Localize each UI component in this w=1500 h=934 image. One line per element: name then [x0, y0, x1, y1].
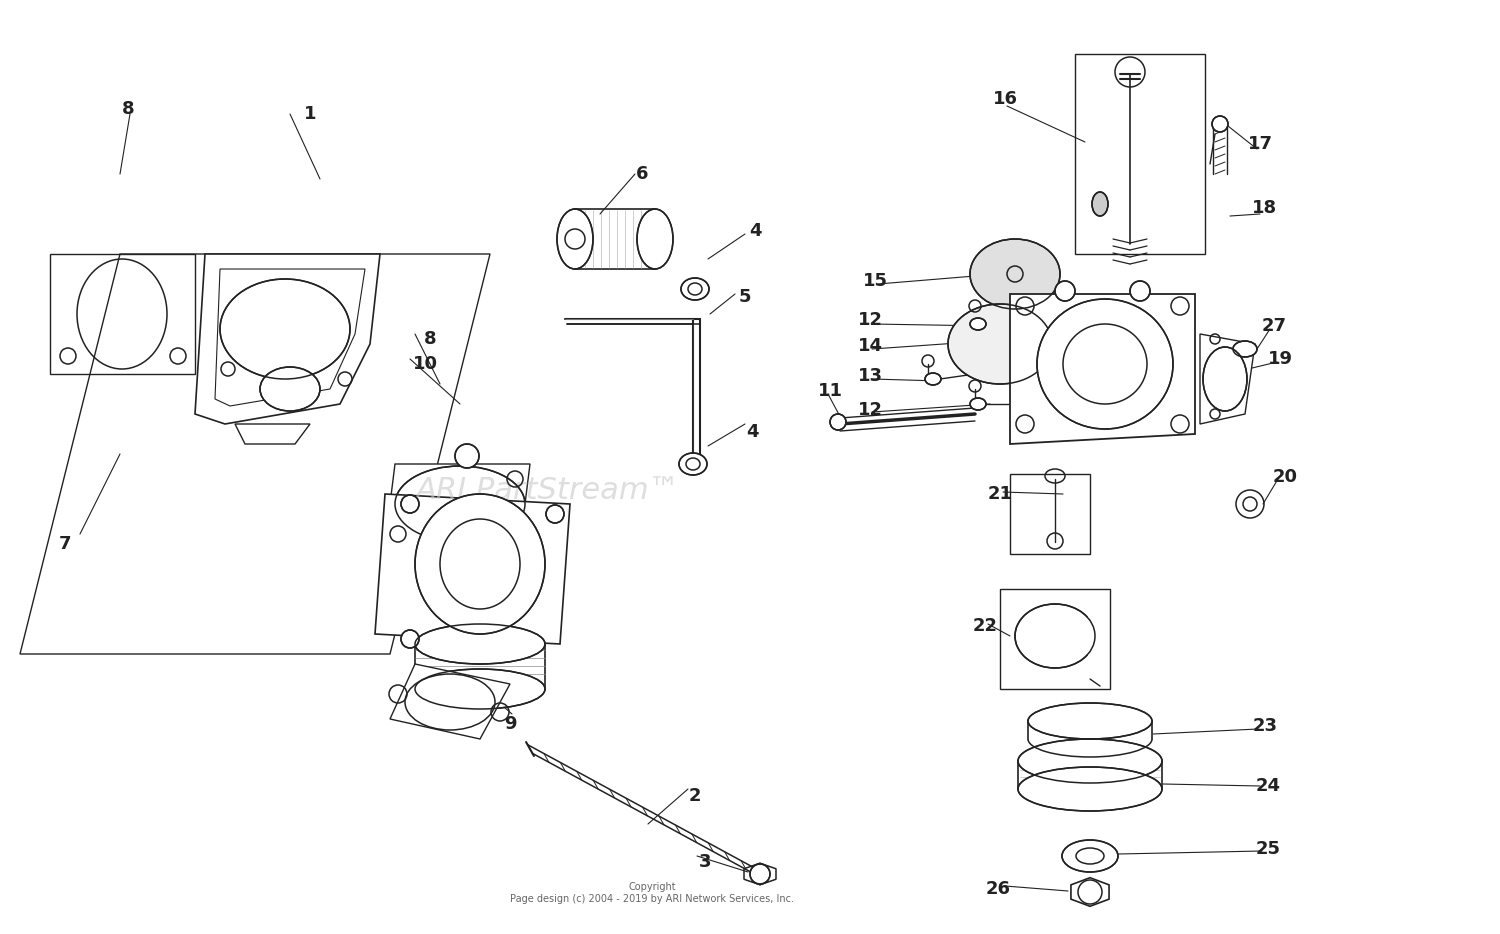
Circle shape — [546, 505, 564, 523]
Text: 15: 15 — [862, 272, 888, 290]
Circle shape — [1212, 116, 1228, 132]
Ellipse shape — [970, 398, 986, 410]
Ellipse shape — [926, 373, 940, 385]
Polygon shape — [375, 494, 570, 644]
Text: 5: 5 — [738, 288, 752, 306]
Ellipse shape — [970, 239, 1060, 309]
Circle shape — [1054, 281, 1076, 301]
Ellipse shape — [1019, 767, 1162, 811]
Text: 25: 25 — [1256, 840, 1281, 858]
Text: 12: 12 — [858, 311, 882, 329]
Bar — [1076, 54, 1204, 254]
Text: 26: 26 — [986, 880, 1011, 898]
Text: 8: 8 — [423, 330, 436, 348]
Polygon shape — [386, 464, 530, 544]
Polygon shape — [390, 664, 510, 739]
Text: 11: 11 — [818, 382, 843, 400]
Ellipse shape — [1016, 604, 1095, 668]
Text: 14: 14 — [858, 337, 882, 355]
Ellipse shape — [394, 466, 525, 542]
Text: 17: 17 — [1248, 135, 1272, 153]
Polygon shape — [1200, 334, 1256, 424]
Bar — [1000, 589, 1110, 689]
Ellipse shape — [970, 318, 986, 330]
Circle shape — [454, 444, 478, 468]
Ellipse shape — [680, 453, 706, 475]
Text: 6: 6 — [636, 165, 648, 183]
Circle shape — [830, 414, 846, 430]
Text: 19: 19 — [1268, 350, 1293, 368]
Circle shape — [750, 864, 770, 884]
Text: 21: 21 — [987, 485, 1012, 503]
Text: 23: 23 — [1252, 717, 1278, 735]
Ellipse shape — [1028, 703, 1152, 739]
Ellipse shape — [1062, 840, 1118, 872]
Circle shape — [400, 630, 418, 648]
Text: 9: 9 — [504, 715, 516, 733]
Ellipse shape — [416, 624, 544, 664]
Text: 10: 10 — [413, 355, 438, 373]
Text: 7: 7 — [58, 535, 72, 553]
Text: ARI PartStream™: ARI PartStream™ — [416, 475, 680, 505]
Text: 12: 12 — [858, 401, 882, 419]
Ellipse shape — [638, 209, 674, 269]
Text: 22: 22 — [972, 617, 998, 635]
Text: 3: 3 — [699, 853, 711, 871]
Ellipse shape — [1019, 739, 1162, 783]
Text: 1: 1 — [303, 105, 316, 123]
Ellipse shape — [416, 669, 544, 709]
Circle shape — [400, 495, 418, 513]
Polygon shape — [195, 254, 380, 424]
Ellipse shape — [1233, 341, 1257, 357]
Text: 27: 27 — [1262, 317, 1287, 335]
Ellipse shape — [220, 279, 350, 379]
Ellipse shape — [416, 494, 544, 634]
Text: 24: 24 — [1256, 777, 1281, 795]
Ellipse shape — [1036, 299, 1173, 429]
Text: Copyright: Copyright — [628, 882, 676, 892]
Polygon shape — [1071, 878, 1108, 906]
Text: 2: 2 — [688, 787, 700, 805]
Text: 20: 20 — [1272, 468, 1298, 486]
Ellipse shape — [556, 209, 592, 269]
Text: 13: 13 — [858, 367, 882, 385]
Text: Page design (c) 2004 - 2019 by ARI Network Services, Inc.: Page design (c) 2004 - 2019 by ARI Netwo… — [510, 894, 795, 903]
Text: 18: 18 — [1252, 199, 1278, 217]
Circle shape — [1130, 281, 1150, 301]
Bar — [1010, 474, 1090, 554]
Polygon shape — [236, 424, 310, 444]
Text: 4: 4 — [746, 423, 758, 441]
Ellipse shape — [260, 367, 320, 411]
Text: 8: 8 — [122, 100, 135, 118]
Ellipse shape — [1092, 192, 1108, 216]
Ellipse shape — [948, 304, 1052, 384]
Ellipse shape — [1203, 347, 1246, 411]
Text: 16: 16 — [993, 90, 1017, 108]
Ellipse shape — [681, 278, 710, 300]
Polygon shape — [1010, 294, 1196, 444]
Text: 4: 4 — [748, 222, 760, 240]
